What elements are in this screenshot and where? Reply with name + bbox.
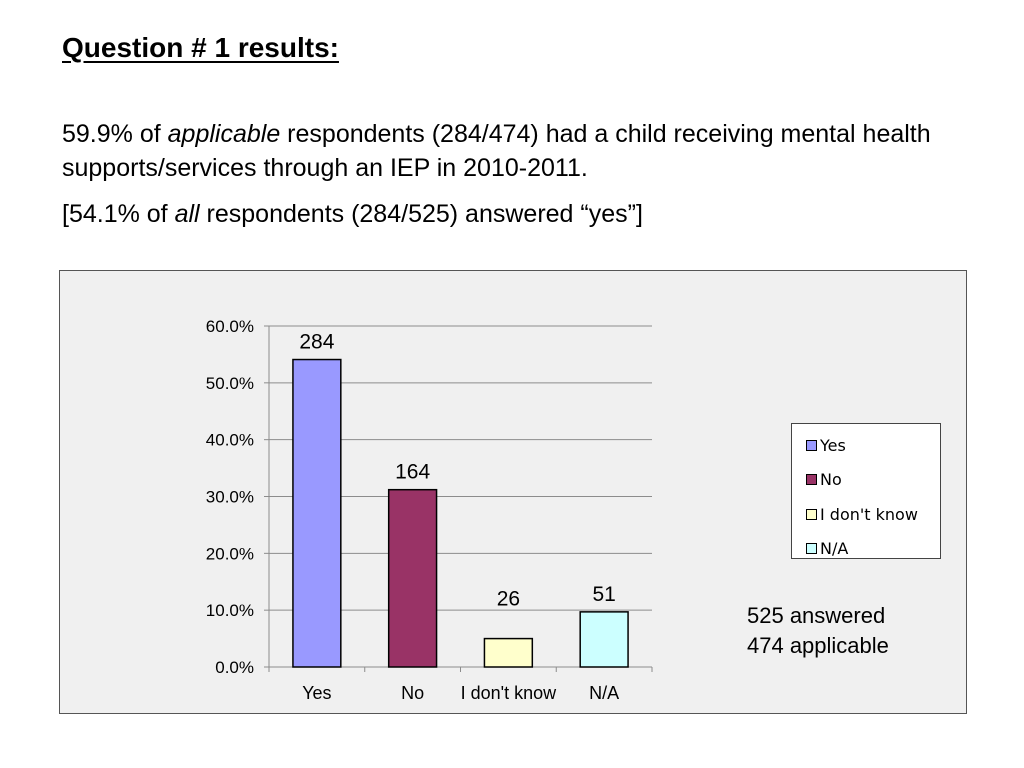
chart-legend: Yes No I don't know N/A bbox=[791, 423, 941, 559]
legend-label-yes: Yes bbox=[820, 435, 846, 455]
legend-item-na: N/A bbox=[806, 532, 940, 567]
para2-text-end: respondents (284/525) answered “yes”] bbox=[199, 200, 643, 228]
bar-chart: 0.0% 10.0% 20.0% 30.0% 40.0% 50.0% 60.0% 284 Yes… bbox=[206, 317, 653, 703]
para2-emphasis: all bbox=[174, 200, 200, 228]
legend-label-no: No bbox=[820, 470, 842, 490]
data-label: 284 bbox=[299, 331, 334, 354]
response-counts-note: 525 answered 474 applicable bbox=[747, 601, 889, 661]
para1-emphasis: applicable bbox=[167, 120, 281, 148]
bar-no bbox=[387, 488, 438, 668]
y-tick-label: 60.0% bbox=[206, 317, 254, 336]
data-label: 164 bbox=[395, 461, 430, 484]
legend-label-na: N/A bbox=[820, 539, 849, 559]
legend-swatch-dont-know bbox=[806, 508, 817, 520]
y-tick-label: 40.0% bbox=[206, 431, 254, 450]
bar-n-a bbox=[579, 611, 629, 668]
applicable-count: 474 applicable bbox=[747, 633, 889, 658]
slide-title: Question # 1 results: bbox=[62, 32, 339, 63]
answered-count: 525 answered bbox=[747, 603, 886, 628]
data-label: 26 bbox=[497, 588, 520, 611]
y-tick-label: 20.0% bbox=[206, 544, 254, 563]
summary-paragraph-applicable: 59.9% of applicable respondents (284/474… bbox=[62, 117, 962, 185]
bar-yes bbox=[292, 358, 342, 668]
legend-item-yes: Yes bbox=[806, 428, 940, 463]
x-category-label: No bbox=[401, 683, 424, 703]
y-tick-label: 0.0% bbox=[215, 658, 254, 677]
x-category-label: I don't know bbox=[461, 683, 557, 703]
legend-item-no: No bbox=[806, 463, 940, 498]
legend-label-dont-know: I don't know bbox=[820, 504, 918, 524]
bar-i-don-t-know bbox=[483, 637, 534, 668]
y-tick-label: 10.0% bbox=[206, 601, 254, 620]
legend-swatch-na bbox=[806, 543, 817, 555]
chart-panel: 0.0% 10.0% 20.0% 30.0% 40.0% 50.0% 60.0% 284 Yes… bbox=[59, 270, 967, 714]
x-category-label: N/A bbox=[589, 683, 619, 703]
para1-text-end: respondents (284/474) had a child receiv… bbox=[62, 120, 931, 182]
data-label: 51 bbox=[592, 583, 615, 606]
para1-text-start: 59.9% of bbox=[62, 120, 168, 148]
y-tick-label: 50.0% bbox=[206, 374, 254, 393]
y-tick-label: 30.0% bbox=[206, 488, 254, 507]
summary-paragraph-all: [54.1% of all respondents (284/525) answ… bbox=[62, 197, 962, 231]
para2-text-start: [54.1% of bbox=[62, 200, 175, 228]
legend-swatch-no bbox=[806, 474, 817, 486]
legend-swatch-yes bbox=[806, 439, 817, 451]
x-category-label: Yes bbox=[302, 683, 331, 703]
legend-item-dont-know: I don't know bbox=[806, 497, 940, 532]
